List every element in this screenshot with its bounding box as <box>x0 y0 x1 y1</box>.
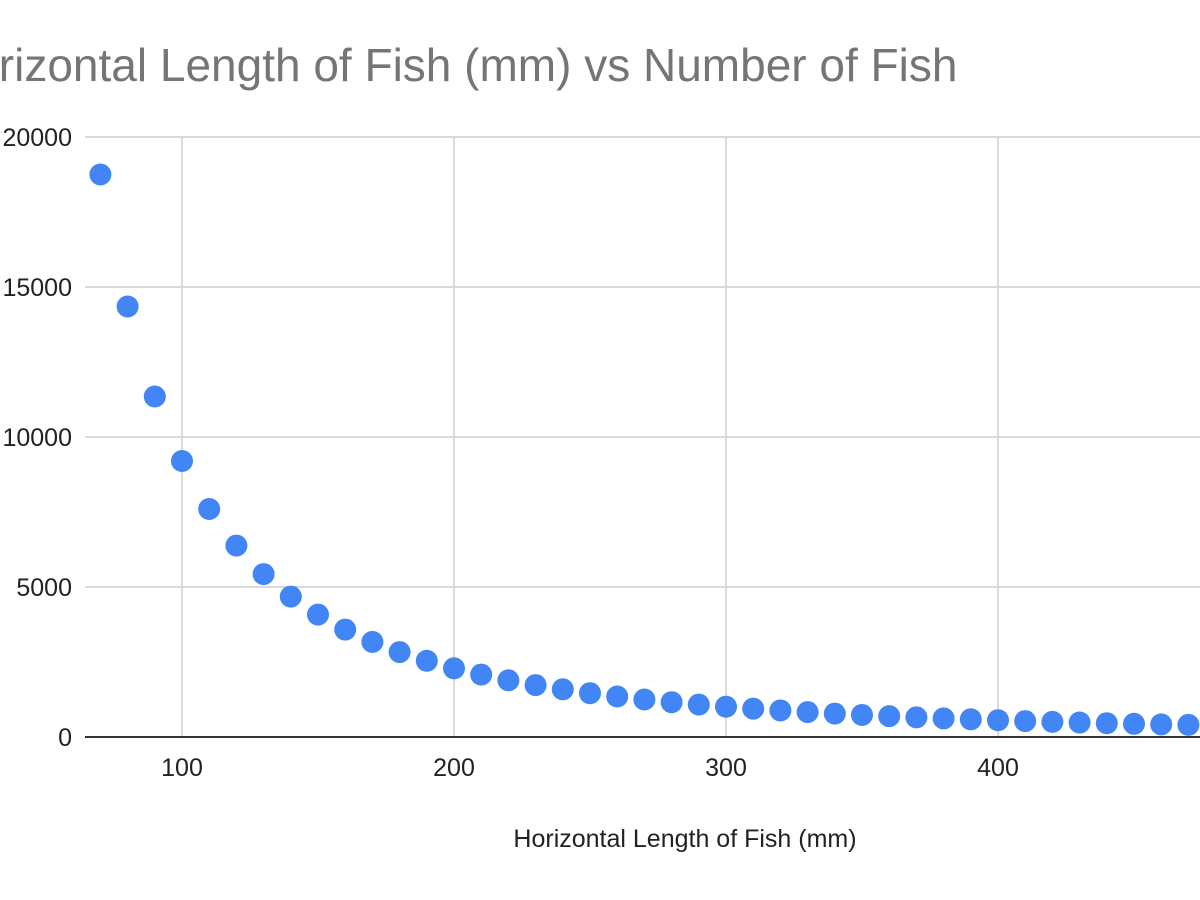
y-tick-label: 0 <box>58 724 72 752</box>
data-point <box>1095 712 1118 735</box>
data-point <box>769 699 792 722</box>
data-point <box>89 163 112 186</box>
data-point <box>1014 710 1037 733</box>
data-point <box>823 702 846 725</box>
data-point <box>987 709 1009 732</box>
x-tick-label: 300 <box>705 754 747 782</box>
y-axis-ticks: 0 5000 10000 15000 20000 <box>2 124 72 752</box>
data-point <box>579 682 601 705</box>
x-tick-label: 200 <box>433 754 475 782</box>
data-point <box>715 695 737 718</box>
data-point <box>687 693 710 716</box>
y-tick-label: 5000 <box>16 574 72 602</box>
data-point <box>905 706 928 729</box>
x-tick-label: 100 <box>161 754 203 782</box>
grid-lines <box>85 136 1200 737</box>
data-point <box>660 691 683 714</box>
data-point <box>851 703 873 726</box>
data-point <box>361 630 384 653</box>
data-point <box>334 618 357 641</box>
data-point <box>497 669 520 692</box>
x-axis-ticks: 100 200 300 400 <box>161 754 1019 782</box>
data-point <box>415 649 438 672</box>
data-point <box>1177 713 1200 736</box>
y-tick-label: 15000 <box>2 274 72 302</box>
data-point <box>524 674 547 697</box>
data-point <box>225 534 248 557</box>
data-point <box>443 657 465 680</box>
data-point <box>1041 710 1064 733</box>
data-point <box>470 663 493 686</box>
data-point <box>1123 712 1145 735</box>
data-point <box>606 685 629 708</box>
data-point <box>742 697 765 720</box>
data-point <box>878 705 901 728</box>
data-point <box>252 563 275 586</box>
data-point <box>143 385 166 408</box>
data-point <box>633 688 656 711</box>
x-tick-label: 400 <box>977 754 1019 782</box>
data-point <box>932 707 955 730</box>
data-point <box>959 708 982 731</box>
x-axis-label: Horizontal Length of Fish (mm) <box>513 825 856 853</box>
data-point <box>1068 711 1091 734</box>
data-point <box>1150 713 1173 736</box>
y-tick-label: 20000 <box>2 124 72 152</box>
data-point <box>796 701 819 724</box>
data-point <box>116 295 139 318</box>
data-point <box>171 450 193 472</box>
data-point <box>279 585 302 608</box>
data-point <box>388 641 411 664</box>
chart-title: Horizontal Length of Fish (mm) vs Number… <box>0 39 958 91</box>
y-tick-label: 10000 <box>2 424 72 452</box>
data-point <box>198 498 221 520</box>
data-points <box>89 163 1200 736</box>
data-point <box>307 603 329 626</box>
data-point <box>551 678 574 701</box>
